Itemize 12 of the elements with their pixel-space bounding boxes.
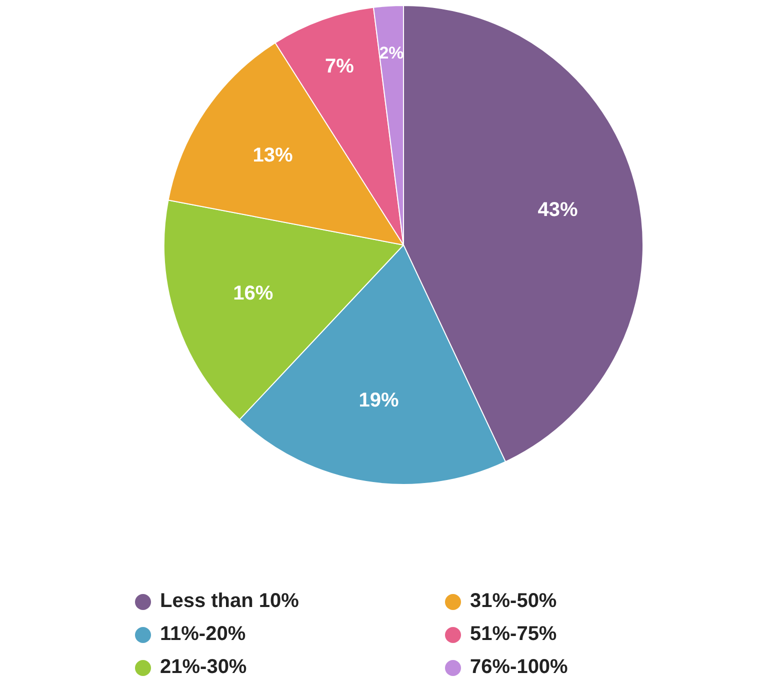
legend-label: 76%-100%: [470, 656, 568, 679]
legend-label: 31%-50%: [470, 590, 557, 613]
data-label: 2%: [379, 43, 404, 62]
legend-label: 21%-30%: [160, 656, 247, 679]
data-label: 13%: [252, 144, 293, 167]
data-label: 43%: [538, 199, 578, 222]
data-label: 16%: [233, 282, 274, 304]
data-label: 19%: [358, 390, 400, 412]
legend-label: 51%-75%: [470, 623, 557, 646]
legend-label: 11%-20%: [160, 623, 246, 646]
legend-label: Less than 10%: [160, 590, 299, 613]
data-label: 7%: [324, 55, 354, 78]
